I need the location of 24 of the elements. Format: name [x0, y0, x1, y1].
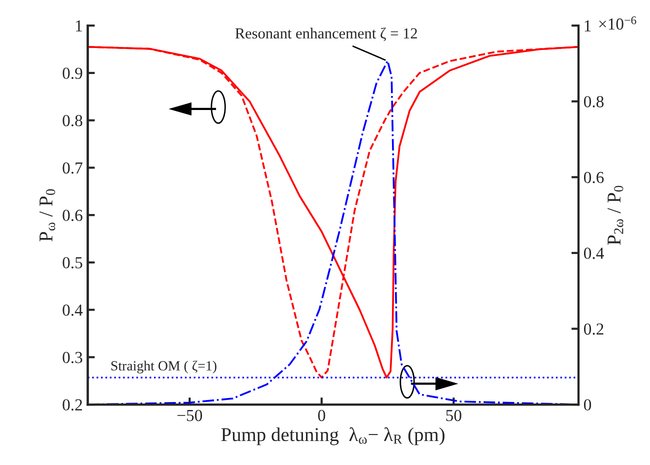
y-tick-label: 0.4 [62, 304, 83, 316]
y-axis-title: P$_{ω}$ / P$_{0}$ [40, 189, 56, 242]
y-tick-label: 0.2 [62, 399, 82, 411]
x-tick-label: 50 [446, 410, 462, 422]
annotation: Resonant enhancement ζ = 12 [235, 28, 417, 42]
x-tick-label: 0 [318, 410, 326, 422]
y-tick-label: 1 [76, 20, 82, 32]
y2-tick-label: 0.6 [584, 172, 604, 184]
y2-tick-label: 0 [584, 399, 592, 410]
y2-tick-label: 1 [584, 20, 591, 32]
y-tick-label: 0.9 [62, 68, 82, 79]
y-tick-label: 0.6 [62, 210, 82, 222]
y2-tick-label: 0.2 [584, 323, 604, 335]
x-axis-title: Pump detuning λ$_{ω}$− λ$_{R}$ (pm) [221, 427, 444, 446]
y-tick-label: 0.3 [62, 352, 82, 364]
annotation: Straight OM ( ζ=1) [111, 360, 216, 374]
y-tick-label: 0.7 [62, 162, 82, 174]
x-tick-label: −50 [177, 410, 202, 422]
y2-tick-label: 0.4 [584, 248, 604, 259]
y-tick-label: 0.8 [62, 115, 82, 126]
y2-axis-title: P$_{2ω}$ / P$_{0}$ [608, 186, 624, 245]
y-tick-label: 0.5 [62, 257, 82, 268]
text: ×10$^{−6}$ [599, 16, 636, 30]
y2-tick-label: 0.8 [584, 96, 604, 108]
